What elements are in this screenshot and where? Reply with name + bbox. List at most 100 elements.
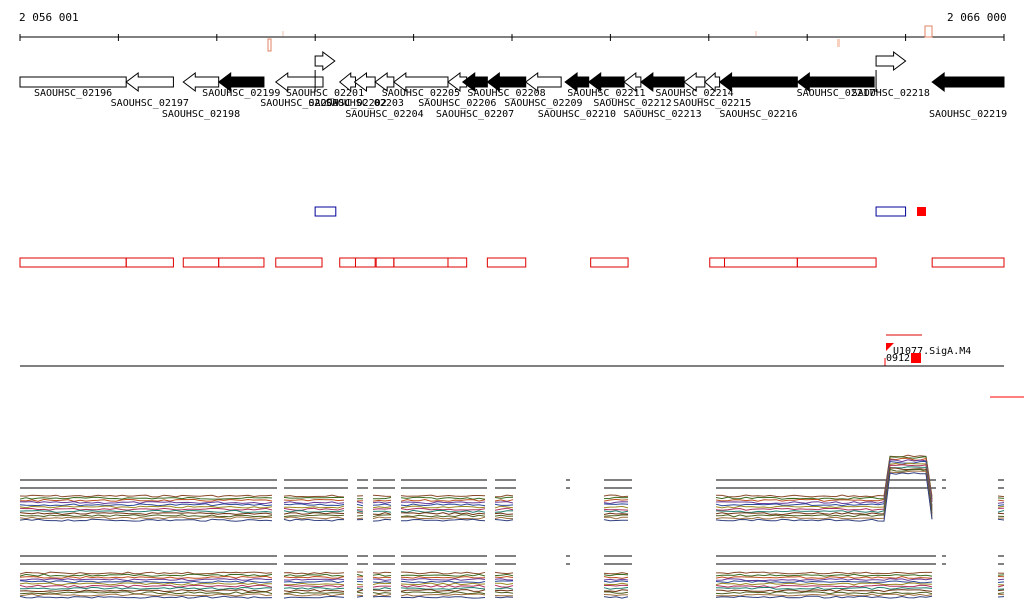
expression-line xyxy=(997,589,1005,592)
expression-line xyxy=(997,518,1005,521)
gene-label: SAOUHSC_02199 xyxy=(202,88,280,99)
motif-sublabel: 0912 xyxy=(886,353,910,364)
expression-line xyxy=(19,505,273,509)
gene-label: SAOUHSC_02197 xyxy=(111,98,189,109)
expression-line xyxy=(603,501,629,505)
expression-line xyxy=(494,571,514,575)
gene-label: SAOUHSC_02212 xyxy=(593,98,671,109)
red-feature xyxy=(375,257,395,268)
expression-line xyxy=(283,501,345,505)
gene-label: SAOUHSC_02211 xyxy=(567,88,645,99)
expression-line xyxy=(603,508,629,511)
expression-line xyxy=(997,504,1005,506)
expression-line xyxy=(283,595,345,599)
expression-line xyxy=(603,519,628,522)
expression-line xyxy=(283,503,345,507)
expression-line xyxy=(19,595,273,599)
ruler-marker xyxy=(924,25,933,38)
gene-label: SAOUHSC_02218 xyxy=(852,88,930,99)
expression-line xyxy=(494,499,514,502)
expression-line xyxy=(19,575,273,579)
ruler-end-label: 2 066 000 xyxy=(947,11,1007,24)
expression-line xyxy=(715,454,933,498)
expression-line xyxy=(356,503,364,507)
gene-label: SAOUHSC_02214 xyxy=(655,88,733,99)
expression-line xyxy=(356,573,364,577)
motif-box xyxy=(911,353,921,363)
red-feature xyxy=(19,257,127,268)
expression-line xyxy=(372,518,392,522)
red-feature xyxy=(393,257,449,268)
expression-line xyxy=(603,510,629,513)
expression-line xyxy=(494,578,514,581)
expression-line xyxy=(715,595,933,599)
expression-line xyxy=(494,496,514,499)
gene-label: SAOUHSC_02205 xyxy=(382,88,460,99)
expression-line xyxy=(494,512,514,515)
expression-line xyxy=(603,512,629,515)
expression-line xyxy=(19,584,273,588)
gene-arrow-saouhsc_02218 xyxy=(875,51,907,71)
expression-line xyxy=(604,584,629,587)
expression-line xyxy=(283,589,345,593)
expression-line xyxy=(372,510,392,513)
expression-line xyxy=(603,594,629,597)
red-feature xyxy=(590,257,629,268)
expression-line xyxy=(997,592,1005,594)
gene-label: SAOUHSC_02204 xyxy=(345,109,423,120)
expression-line xyxy=(19,578,272,582)
gene-label: SAOUHSC_02201 xyxy=(286,88,364,99)
motif-label: U1077.SigA.M4 xyxy=(893,346,971,357)
expression-line xyxy=(356,515,364,517)
expression-line xyxy=(603,578,629,581)
expression-line xyxy=(715,582,933,586)
expression-line xyxy=(19,514,273,518)
expression-line xyxy=(356,589,364,592)
expression-line xyxy=(494,584,514,588)
expression-line xyxy=(283,512,345,515)
expression-line xyxy=(494,507,514,511)
gene-label: SAOUHSC_02196 xyxy=(34,88,112,99)
expression-line xyxy=(603,576,629,579)
gene-arrow-saouhsc_02209 xyxy=(524,72,562,92)
gene-label: SAOUHSC_02200 xyxy=(260,98,338,109)
expression-line xyxy=(19,580,273,584)
gene-arrow-saouhsc_02217 xyxy=(796,72,875,92)
red-feature xyxy=(931,257,1005,268)
expression-line xyxy=(715,462,933,509)
expression-line xyxy=(372,582,392,586)
gene-label: SAOUHSC_02209 xyxy=(504,98,582,109)
expression-line xyxy=(283,518,345,522)
expression-line xyxy=(400,509,486,513)
expression-line xyxy=(372,516,392,520)
ruler-start-label: 2 056 001 xyxy=(19,11,79,24)
expression-line xyxy=(284,582,345,586)
motif-track: U1077.SigA.M4 0912 xyxy=(20,334,1024,398)
red-feature xyxy=(275,257,323,268)
expression-line xyxy=(356,591,364,594)
expression-line xyxy=(283,514,345,518)
expression-line xyxy=(400,505,486,509)
expression-line xyxy=(494,573,514,577)
expression-line xyxy=(604,589,629,593)
gene-label: SAOUHSC_02219 xyxy=(929,109,1007,120)
motif-marker xyxy=(886,343,894,351)
expression-line xyxy=(19,516,273,520)
expression-line xyxy=(400,578,486,581)
expression-line xyxy=(19,591,273,595)
expression-line xyxy=(715,573,933,577)
red-fill-box xyxy=(917,207,926,216)
expression-line xyxy=(494,519,514,522)
expression-line xyxy=(19,573,273,577)
expression-line xyxy=(283,578,345,581)
expression-line xyxy=(494,516,514,520)
expression-line xyxy=(283,498,345,502)
gene-arrow-saouhsc_02219 xyxy=(931,72,1005,92)
expression-line xyxy=(715,468,933,518)
expression-line xyxy=(373,497,392,500)
expression-line xyxy=(19,496,273,500)
expression-line xyxy=(715,578,933,582)
expression-line xyxy=(400,494,486,498)
red-feature xyxy=(182,257,220,268)
